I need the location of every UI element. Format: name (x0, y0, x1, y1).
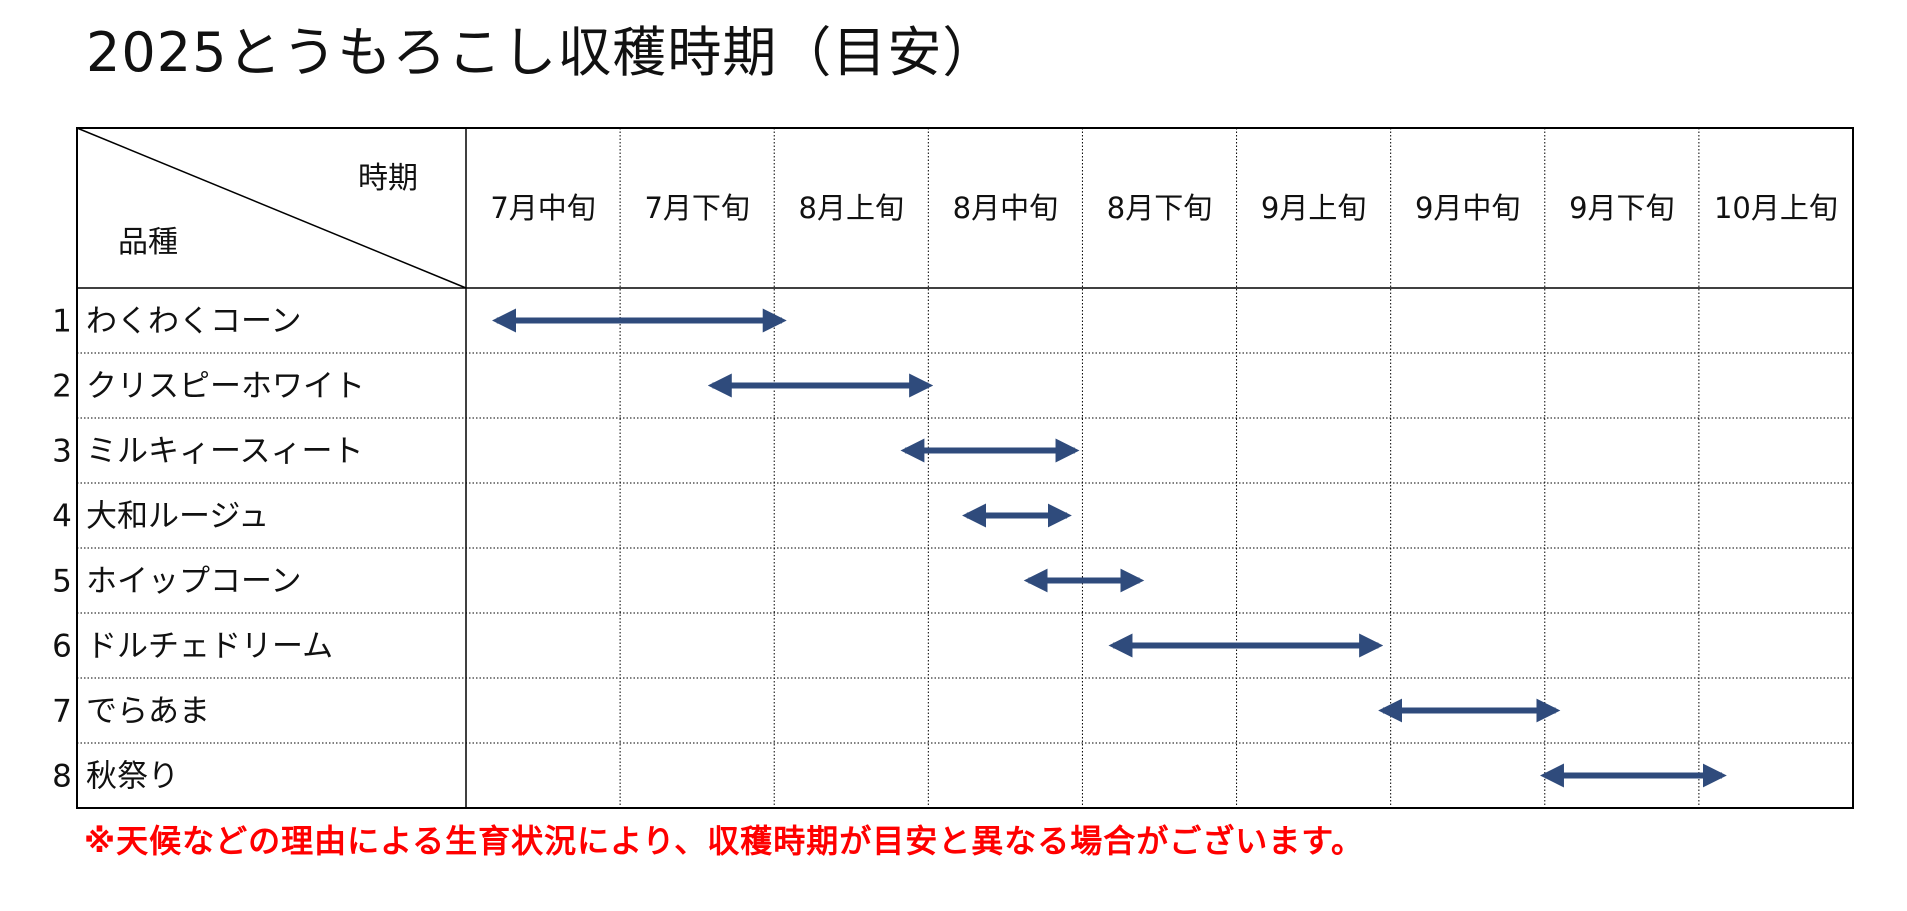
variety-name: ミルキィースィート (86, 434, 363, 470)
row-number: 2 (52, 369, 72, 405)
page-title: 2025とうもろこし収穫時期（目安） (86, 21, 998, 84)
period-label: 10月上旬 (1714, 191, 1838, 225)
header-period-label: 時期 (358, 161, 418, 196)
row-number: 3 (52, 434, 72, 470)
period-label: 7月中旬 (490, 191, 595, 225)
variety-name: 秋祭り (86, 759, 179, 795)
period-label: 9月下旬 (1569, 191, 1674, 225)
header-diagonal (76, 127, 467, 289)
header-variety-label: 品種 (118, 225, 178, 260)
variety-name: ホイップコーン (86, 564, 301, 600)
variety-name: ドルチェドリーム (86, 629, 333, 665)
chart-grid (76, 127, 1854, 809)
period-label: 8月上旬 (799, 191, 904, 225)
row-number: 1 (52, 304, 72, 340)
row-number: 6 (52, 629, 72, 665)
table-frame (76, 127, 1854, 809)
variety-name: でらあま (86, 694, 210, 730)
row-number: 4 (52, 499, 72, 535)
variety-name: わくわくコーン (86, 304, 301, 340)
row-number: 5 (52, 564, 72, 600)
variety-row-labels: 1 わくわくコーン 2 クリスピーホワイト 3 ミルキィースィート 4 大和ルージュ 5 ホイップ… (52, 304, 365, 795)
period-label: 8月中旬 (953, 191, 1058, 225)
period-label: 7月下旬 (644, 191, 749, 225)
disclaimer-note: ※天候などの理由による生育状況により、収穫時期が目安と異なる場合がございます。 (84, 822, 1365, 860)
period-header-labels: 7月中旬 7月下旬 8月上旬 8月中旬 8月下旬 9月上旬 9月中旬 9月下旬 10月上旬 (490, 191, 1838, 225)
row-number: 8 (52, 759, 72, 795)
harvest-arrows (492, 308, 1727, 788)
variety-name: クリスピーホワイト (86, 369, 365, 405)
period-label: 8月下旬 (1107, 191, 1212, 225)
variety-name: 大和ルージュ (86, 499, 269, 535)
period-label: 9月中旬 (1415, 191, 1520, 225)
period-label: 9月上旬 (1261, 191, 1366, 225)
row-number: 7 (52, 694, 72, 730)
